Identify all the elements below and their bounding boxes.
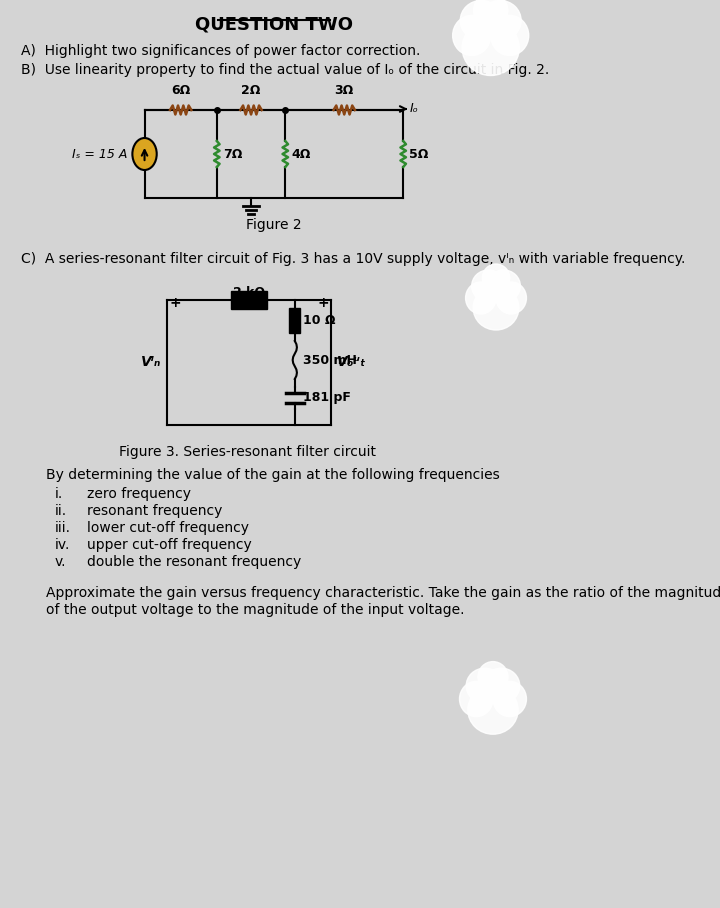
Text: upper cut-off frequency: upper cut-off frequency <box>88 538 252 552</box>
Ellipse shape <box>473 286 519 330</box>
Bar <box>289 308 300 333</box>
Text: ii.: ii. <box>55 504 67 518</box>
Text: B)  Use linearity property to find the actual value of Iₒ of the circuit in Fig.: B) Use linearity property to find the ac… <box>22 63 549 77</box>
Ellipse shape <box>491 15 528 55</box>
Ellipse shape <box>487 270 521 302</box>
Text: 7Ω: 7Ω <box>223 147 242 161</box>
Text: 350 mH: 350 mH <box>303 353 357 367</box>
Ellipse shape <box>478 662 508 693</box>
Ellipse shape <box>474 0 508 28</box>
Text: of the output voltage to the magnitude of the input voltage.: of the output voltage to the magnitude o… <box>45 603 464 617</box>
Text: 4Ω: 4Ω <box>292 147 311 161</box>
Ellipse shape <box>472 270 505 302</box>
Text: Iₒ: Iₒ <box>410 103 419 115</box>
Circle shape <box>132 138 157 170</box>
Text: iv.: iv. <box>55 538 70 552</box>
Ellipse shape <box>460 1 502 41</box>
Ellipse shape <box>482 264 510 292</box>
Text: C)  A series-resonant filter circuit of Fig. 3 has a 10V supply voltage, vᴵₙ wit: C) A series-resonant filter circuit of F… <box>22 252 685 266</box>
Text: double the resonant frequency: double the resonant frequency <box>88 555 302 569</box>
Ellipse shape <box>453 15 491 55</box>
Text: +: + <box>170 296 181 310</box>
Text: QUESTION TWO: QUESTION TWO <box>195 16 353 34</box>
Ellipse shape <box>466 668 503 704</box>
Text: 2Ω: 2Ω <box>241 84 261 97</box>
Ellipse shape <box>468 686 518 735</box>
Text: lower cut-off frequency: lower cut-off frequency <box>88 521 250 535</box>
Text: By determining the value of the gain at the following frequencies: By determining the value of the gain at … <box>45 468 500 482</box>
Text: 10 Ω: 10 Ω <box>303 314 336 327</box>
Text: Iₛ = 15 A: Iₛ = 15 A <box>73 147 128 161</box>
Text: Vₒᵘₜ: Vₒᵘₜ <box>337 356 366 370</box>
Text: 2 kΩ: 2 kΩ <box>233 286 265 299</box>
Text: 3Ω: 3Ω <box>335 84 354 97</box>
Ellipse shape <box>459 681 493 716</box>
Ellipse shape <box>493 681 526 716</box>
Ellipse shape <box>483 668 520 704</box>
Text: Figure 3. Series-resonant filter circuit: Figure 3. Series-resonant filter circuit <box>119 445 376 459</box>
Ellipse shape <box>480 1 521 41</box>
Text: zero frequency: zero frequency <box>88 487 192 501</box>
Text: A)  Highlight two significances of power factor correction.: A) Highlight two significances of power … <box>22 44 420 58</box>
Text: +: + <box>317 296 328 310</box>
Text: Approximate the gain versus frequency characteristic. Take the gain as the ratio: Approximate the gain versus frequency ch… <box>45 586 720 600</box>
Bar <box>231 291 267 309</box>
Text: iii.: iii. <box>55 521 71 535</box>
Text: Vᴵₙ: Vᴵₙ <box>141 356 161 370</box>
Text: v.: v. <box>55 555 66 569</box>
Text: resonant frequency: resonant frequency <box>88 504 223 518</box>
Text: 181 pF: 181 pF <box>303 391 351 404</box>
Text: 5Ω: 5Ω <box>409 147 428 161</box>
Ellipse shape <box>496 282 526 314</box>
Text: 6Ω: 6Ω <box>171 84 190 97</box>
Text: Figure 2: Figure 2 <box>246 218 302 232</box>
Ellipse shape <box>462 21 519 75</box>
Ellipse shape <box>466 282 496 314</box>
Text: i.: i. <box>55 487 63 501</box>
